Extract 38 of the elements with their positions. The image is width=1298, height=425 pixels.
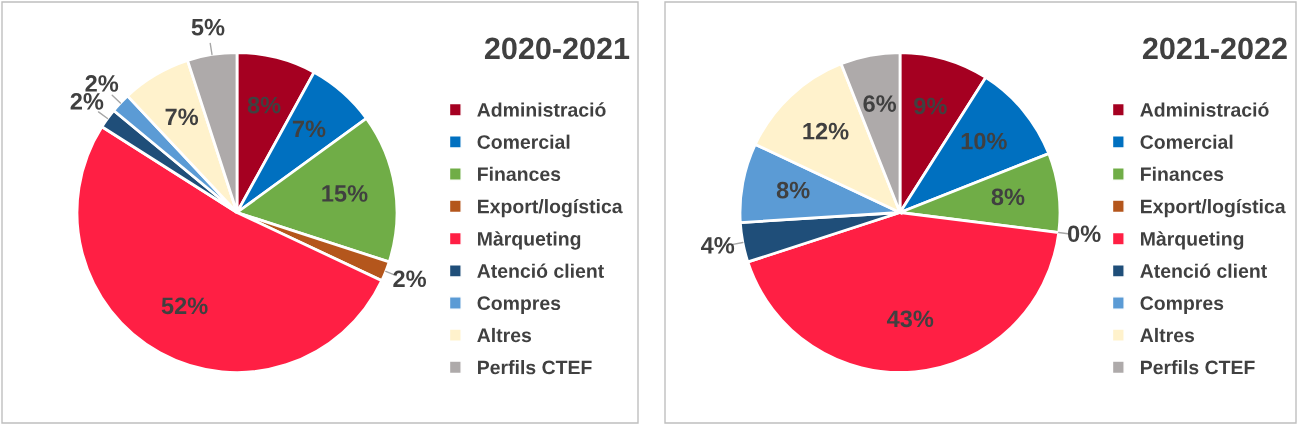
legend-label: Perfils CTEF xyxy=(478,360,592,375)
data-label: 15% xyxy=(322,185,368,202)
data-label: 2% xyxy=(85,75,119,92)
data-label: 2% xyxy=(393,270,427,288)
legend-label: Atenció client xyxy=(1140,263,1267,278)
legend-label: Altres xyxy=(1140,327,1195,343)
data-label: 8% xyxy=(991,188,1025,206)
legend-label: Finances xyxy=(478,166,561,182)
legend-label: Administració xyxy=(477,102,606,117)
data-label: 52% xyxy=(161,297,208,315)
legend-label: Comercial xyxy=(1140,134,1233,149)
legend-label: Finances xyxy=(1141,166,1224,182)
data-label: 7% xyxy=(292,120,326,138)
legend-label: Administració xyxy=(1140,102,1269,117)
chart-title: 2020-2021 xyxy=(484,37,630,60)
data-label: 2% xyxy=(70,93,104,110)
data-label: 8% xyxy=(247,96,281,114)
legend-label: Comercial xyxy=(477,134,570,149)
legend-label: Altres xyxy=(477,327,532,343)
legend-label: Atenció client xyxy=(477,263,604,278)
data-label: 12% xyxy=(803,122,849,140)
legend-label: Export/logística xyxy=(1141,198,1286,218)
legend-label: Export/logística xyxy=(478,198,623,218)
data-label: 5% xyxy=(191,18,225,36)
legend-label: Perfils CTEF xyxy=(1141,360,1255,375)
data-label: 10% xyxy=(961,132,1007,150)
legend-label: Compres xyxy=(1140,296,1224,314)
legend-label: Màrqueting xyxy=(1141,231,1244,250)
legend-label: Màrqueting xyxy=(478,231,581,250)
chart-title: 2021-2022 xyxy=(1142,37,1287,60)
data-label: 9% xyxy=(914,97,947,115)
data-label: 7% xyxy=(165,108,199,126)
data-label: 8% xyxy=(776,181,810,199)
legend-label: Compres xyxy=(477,296,561,314)
data-label: 4% xyxy=(700,236,735,254)
data-label: 6% xyxy=(863,95,897,112)
text: 0% xyxy=(1068,225,1101,243)
data-label: 43% xyxy=(886,310,934,328)
